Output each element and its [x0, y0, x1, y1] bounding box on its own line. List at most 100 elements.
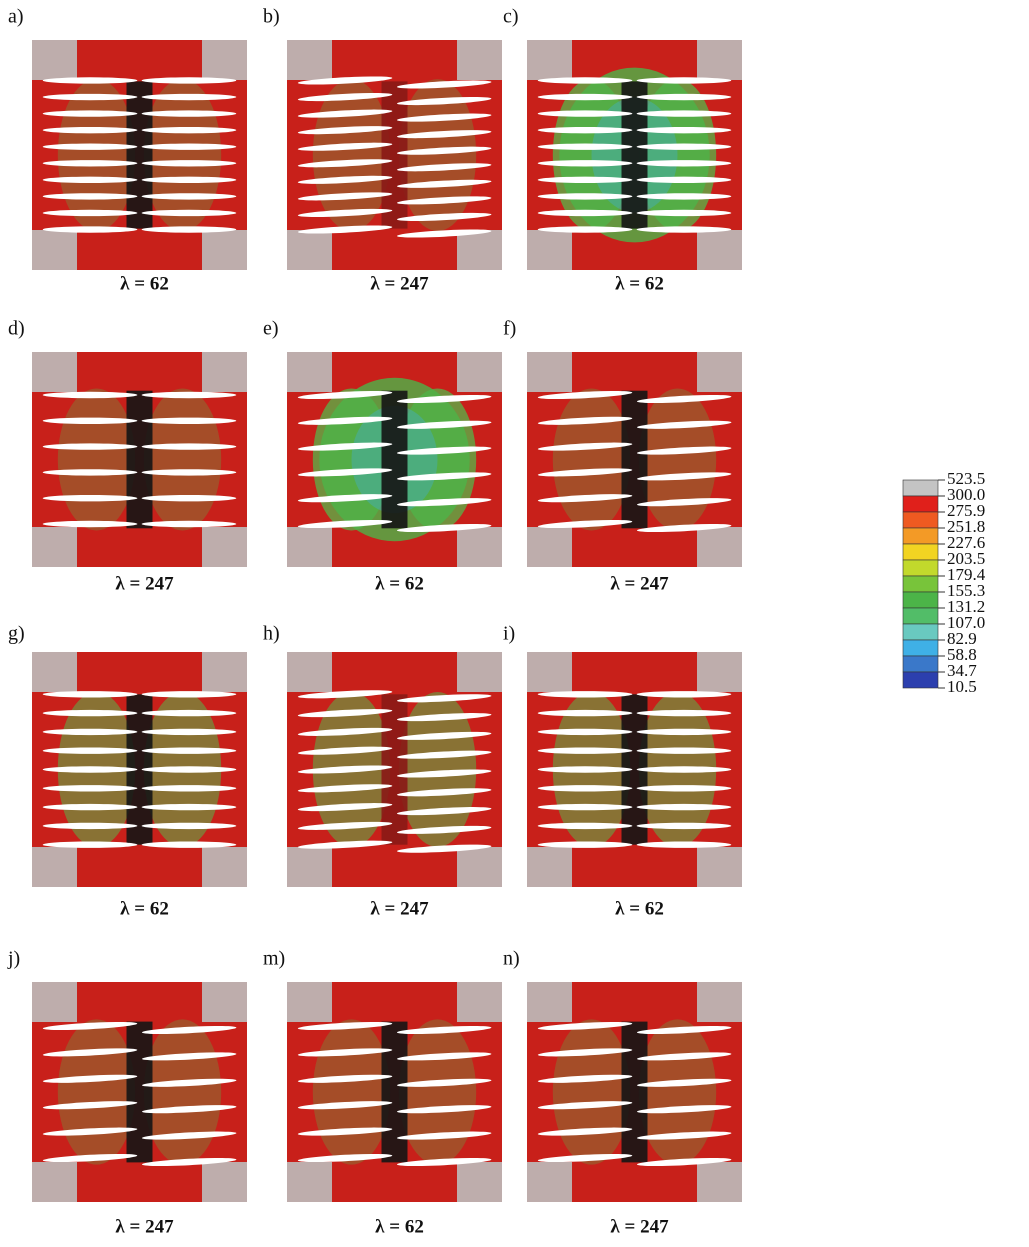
panel-label: e) — [263, 318, 279, 340]
legend-swatch — [902, 591, 939, 609]
slit — [42, 1101, 138, 1110]
slit — [141, 785, 237, 792]
corner — [697, 847, 742, 887]
legend-label: 10.5 — [947, 677, 977, 696]
panel-label: h) — [263, 623, 280, 645]
slit — [141, 417, 237, 424]
zone — [57, 388, 136, 531]
slit — [141, 1052, 237, 1061]
legend-swatch — [902, 655, 939, 673]
slit — [297, 727, 393, 736]
slit — [396, 472, 492, 481]
slit — [636, 691, 732, 698]
slit — [396, 713, 492, 722]
zone — [143, 79, 222, 231]
slit — [297, 494, 393, 503]
slit — [537, 390, 633, 400]
panel: g) λ = 62 — [8, 623, 247, 919]
zone — [552, 388, 631, 531]
slit — [141, 469, 237, 476]
slit — [636, 728, 732, 736]
panel-label: d) — [8, 318, 25, 340]
slit — [141, 193, 237, 200]
slit — [141, 1105, 237, 1114]
legend-swatch — [902, 607, 939, 625]
center-band — [621, 81, 648, 229]
slit — [141, 1131, 237, 1140]
slit — [42, 785, 138, 792]
legend-swatch — [902, 639, 939, 657]
slit — [396, 130, 492, 139]
corner — [287, 352, 332, 392]
corner — [287, 847, 332, 887]
panel-label: f) — [503, 318, 516, 340]
slit — [636, 126, 732, 134]
slit — [141, 495, 237, 502]
slit — [636, 822, 732, 830]
slit — [42, 160, 138, 167]
slit — [297, 416, 393, 425]
slit — [636, 1157, 732, 1167]
panel: b) λ = 247 — [263, 6, 502, 294]
corner — [32, 352, 77, 392]
slit — [297, 1021, 393, 1031]
slit — [396, 80, 492, 89]
legend-label: 523.5 — [947, 469, 985, 488]
slit — [537, 77, 633, 84]
slit — [141, 110, 237, 117]
corner — [527, 352, 572, 392]
corner — [287, 527, 332, 567]
slit — [396, 825, 492, 834]
corner — [457, 1162, 502, 1202]
panel-caption: λ = 62 — [120, 898, 169, 919]
zone — [312, 79, 391, 231]
slit — [297, 746, 393, 755]
zone — [638, 388, 717, 531]
legend-label: 179.4 — [947, 565, 986, 584]
slit — [141, 709, 237, 717]
slit — [297, 784, 393, 793]
slit — [42, 1074, 138, 1083]
slit — [396, 731, 492, 740]
corner — [697, 230, 742, 270]
panel-caption: λ = 247 — [370, 898, 429, 919]
slit — [297, 1101, 393, 1110]
panel: e) λ = 62 — [263, 318, 502, 594]
corner — [287, 982, 332, 1022]
slit — [537, 416, 633, 425]
slit — [636, 747, 732, 754]
zone — [57, 1019, 136, 1165]
slit — [396, 788, 492, 797]
corner — [527, 847, 572, 887]
slit — [42, 520, 138, 528]
slit — [396, 420, 492, 429]
slit — [396, 807, 492, 816]
slit — [297, 1127, 393, 1136]
corner — [457, 40, 502, 80]
slit — [636, 1131, 732, 1140]
slit — [537, 841, 633, 848]
panel-caption: λ = 247 — [115, 573, 174, 594]
slit — [636, 226, 732, 233]
slit — [537, 93, 633, 101]
slit — [396, 113, 492, 122]
panel-caption: λ = 62 — [375, 1216, 424, 1237]
slit — [537, 1153, 633, 1163]
slit — [297, 175, 393, 184]
legend-swatch — [902, 479, 939, 497]
slit — [141, 1078, 237, 1087]
legend-swatch — [902, 671, 939, 689]
slit — [396, 844, 492, 853]
corner — [32, 982, 77, 1022]
legend-label: 131.2 — [947, 597, 985, 616]
panel: d) λ = 247 — [8, 318, 247, 594]
slit — [141, 176, 237, 184]
legend-swatch — [902, 511, 939, 529]
legend-swatch — [902, 527, 939, 545]
slit — [297, 468, 393, 477]
corner — [32, 40, 77, 80]
corner — [527, 40, 572, 80]
slit — [42, 93, 138, 101]
slit — [297, 803, 393, 812]
slit — [396, 1025, 492, 1035]
